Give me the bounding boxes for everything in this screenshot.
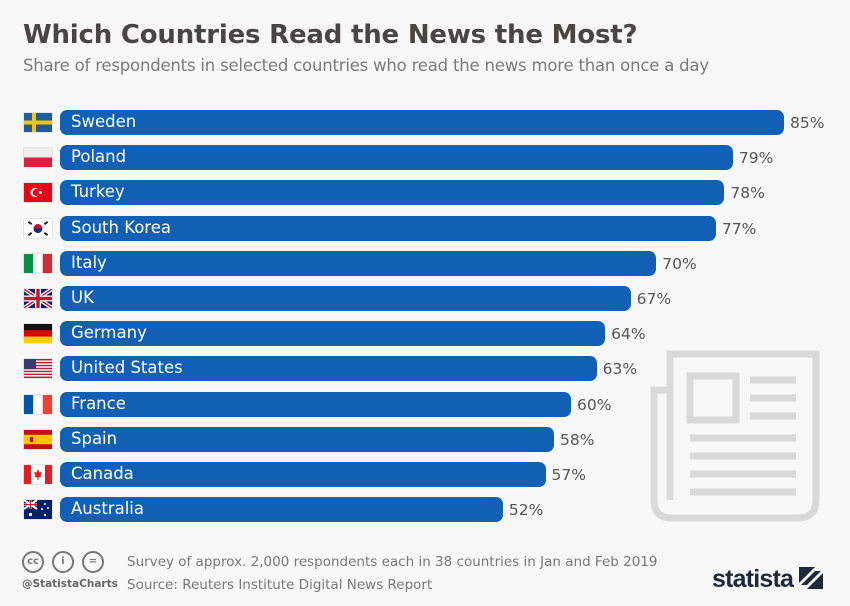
- flag-us-icon: [24, 359, 52, 379]
- flag-es-icon: [24, 429, 52, 449]
- value-label: 85%: [790, 114, 825, 132]
- category-label: Turkey: [71, 182, 125, 202]
- bar-row: France 60%: [0, 391, 850, 418]
- value-label: 60%: [577, 395, 612, 414]
- category-label: Germany: [71, 323, 147, 343]
- bar[interactable]: [60, 250, 657, 276]
- category-label: Italy: [71, 252, 107, 272]
- chart-title: Which Countries Read the News the Most?: [23, 20, 638, 50]
- category-label: Poland: [71, 147, 127, 167]
- value-label: 70%: [662, 254, 697, 273]
- nd-icon[interactable]: =: [82, 551, 104, 573]
- chart-subtitle: Share of respondents in selected countri…: [23, 56, 709, 75]
- value-label: 52%: [508, 501, 544, 520]
- flag-gb-icon: [24, 289, 52, 308]
- flag-kr-icon: [24, 218, 52, 238]
- category-label: UK: [71, 288, 94, 307]
- category-label: South Korea: [71, 217, 171, 237]
- value-label: 79%: [738, 149, 774, 168]
- flag-de-icon: [24, 324, 52, 344]
- bar[interactable]: [60, 110, 784, 135]
- bar[interactable]: [60, 356, 597, 382]
- newspaper-icon: [650, 350, 820, 522]
- statista-logo-text: statista: [712, 565, 794, 593]
- bar[interactable]: [60, 462, 546, 487]
- bar-row: Spain 58%: [0, 426, 850, 453]
- flag-ca-icon: [24, 465, 52, 484]
- bar[interactable]: [60, 215, 716, 241]
- bar[interactable]: [60, 145, 733, 171]
- survey-note: Survey of approx. 2,000 respondents each…: [127, 554, 658, 570]
- flag-fr-icon: [24, 394, 52, 414]
- bar-row: Italy 70%: [0, 250, 850, 277]
- value-label: 57%: [551, 466, 586, 484]
- value-label: 63%: [602, 360, 638, 379]
- category-label: Australia: [71, 499, 144, 519]
- cc-icon[interactable]: cc: [22, 551, 44, 573]
- bar-row: Australia 52%: [0, 497, 850, 523]
- bar-row: United States 63%: [0, 356, 850, 382]
- category-label: France: [71, 393, 126, 413]
- bar-row: Sweden 85%: [0, 110, 850, 136]
- bar[interactable]: [60, 391, 572, 417]
- value-label: 77%: [721, 219, 757, 238]
- bar-row: Turkey 78%: [0, 180, 850, 206]
- bar[interactable]: [60, 497, 503, 523]
- bar-row: UK 67%: [0, 286, 850, 312]
- category-label: Spain: [71, 428, 118, 448]
- flag-au-icon: [24, 500, 52, 520]
- bar[interactable]: [60, 321, 606, 347]
- flag-tr-icon: [24, 183, 52, 203]
- flag-it-icon: [24, 253, 52, 273]
- bar-row: Germany 64%: [0, 321, 850, 347]
- bar-row: Canada 57%: [0, 462, 850, 488]
- bar-row: Poland 79%: [0, 145, 850, 171]
- statista-logo[interactable]: statista: [712, 565, 824, 594]
- statista-logo-icon: [799, 567, 824, 589]
- by-icon[interactable]: i: [52, 551, 74, 573]
- source-link[interactable]: Source: Reuters Institute Digital News R…: [127, 577, 433, 593]
- category-label: Canada: [71, 464, 134, 483]
- bar[interactable]: [60, 426, 555, 452]
- value-label: 78%: [730, 184, 765, 203]
- value-label: 58%: [560, 430, 595, 449]
- value-label: 64%: [611, 325, 646, 344]
- category-label: Sweden: [71, 112, 137, 131]
- bar[interactable]: [60, 286, 631, 311]
- category-label: United States: [71, 358, 183, 378]
- statista-handle[interactable]: @StatistaCharts: [22, 578, 118, 590]
- value-label: 67%: [636, 290, 672, 308]
- bar-row: South Korea 77%: [0, 215, 850, 242]
- flag-se-icon: [24, 113, 52, 132]
- bar[interactable]: [60, 180, 725, 206]
- flag-pl-icon: [24, 148, 52, 168]
